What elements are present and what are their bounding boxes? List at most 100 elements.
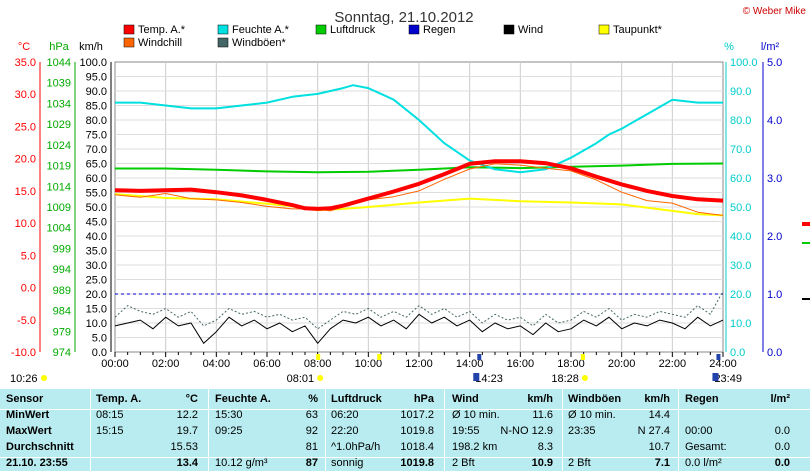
table-divider [325, 389, 326, 471]
x-tick-label: 04:00 [203, 358, 231, 370]
temp-unit-label: °C [18, 41, 30, 53]
speed-tick-label: 95.0 [86, 72, 107, 84]
temp-tick-label: -10.0 [11, 347, 36, 359]
series-line [114, 313, 724, 344]
table-cell: 0.0 l/m² [685, 457, 722, 469]
speed-tick-label: 35.0 [86, 246, 107, 258]
x-tick-label: 16:00 [507, 358, 535, 370]
rain-tick-label: 3.0 [767, 173, 782, 185]
speed-tick-label: 85.0 [86, 101, 107, 113]
table-cell: 1018.4 [400, 441, 434, 453]
series-line [114, 290, 724, 330]
speed-tick-label: 15.0 [86, 304, 107, 316]
table-cell: N-NO 12.9 [500, 425, 553, 437]
table-cell: 7.1 [654, 457, 670, 469]
table-cell: 13.4 [176, 457, 198, 469]
legend-label: Windböen* [232, 37, 287, 49]
pressure-tick-label: 1034 [47, 98, 71, 110]
sun-icon [581, 375, 588, 381]
legend-swatch [123, 24, 135, 35]
humidity-tick-label: 40.0 [730, 231, 751, 243]
legend-label: Temp. A.* [138, 24, 186, 36]
table-cell: MaxWert [6, 425, 52, 437]
humidity-unit-label: % [724, 41, 734, 53]
sun-icon [317, 375, 324, 381]
legend-swatch [217, 24, 229, 35]
legend-swatch [315, 24, 327, 35]
table-cell: 19.7 [176, 425, 198, 437]
sun-icon [41, 375, 47, 381]
pressure-tick-label: 1019 [47, 161, 71, 173]
table-header-cell: l/m² [770, 393, 790, 405]
rain-tick-label: 1.0 [767, 289, 782, 301]
axes: 00:00 02:00 04:00 06:00 08:00 10:00 12:00 14:00… [11, 41, 782, 370]
humidity-tick-label: 20.0 [730, 289, 751, 301]
rain-unit-label: l/m² [761, 41, 780, 53]
x-tick-label: 10:00 [355, 358, 383, 370]
legend-swatch [408, 24, 420, 35]
table-header-cell: hPa [413, 393, 434, 405]
table-header-cell: Luftdruck [331, 393, 382, 405]
table-cell: 198.2 km [452, 441, 498, 453]
table-cell: 00:00 [685, 425, 713, 437]
pressure-unit-label: hPa [49, 41, 69, 53]
speed-tick-label: 80.0 [86, 115, 107, 127]
series-line [115, 162, 724, 174]
table-cell: N 27.4 [637, 425, 670, 437]
table-cell: ^1.0hPa/h [331, 441, 381, 453]
table-cell: 15.53 [170, 441, 198, 453]
temp-tick-label: 25.0 [15, 121, 36, 133]
humidity-tick-label: 80.0 [730, 115, 751, 127]
table-header-cell: Sensor [6, 393, 44, 405]
chart-title: Sonntag, 21.10.2012 [334, 9, 473, 26]
pressure-tick-label: 1039 [47, 78, 71, 90]
legend-swatch [598, 24, 610, 35]
rain-tick-label: 4.0 [767, 115, 782, 127]
pressure-tick-label: 1004 [47, 223, 71, 235]
pressure-tick-label: 974 [53, 347, 71, 359]
credit-text: © Weber Mike [743, 6, 807, 17]
legend-swatch [503, 24, 515, 35]
legend-swatch [217, 37, 229, 48]
humidity-tick-label: 90.0 [730, 86, 751, 98]
table-cell: Gesamt: [685, 441, 727, 453]
legend-label: Feuchte A.* [232, 24, 290, 36]
table-cell: 23:35 [568, 425, 596, 437]
pressure-tick-label: 1029 [47, 119, 71, 131]
x-tick-label: 00:00 [101, 358, 129, 370]
humidity-tick-label: 30.0 [730, 260, 751, 272]
temp-tick-label: 15.0 [15, 186, 36, 198]
speed-tick-label: 20.0 [86, 289, 107, 301]
x-tick-label: 02:00 [152, 358, 180, 370]
series-line [115, 84, 723, 174]
rain-tick-label: 2.0 [767, 231, 782, 243]
table-divider [562, 389, 563, 471]
table-header-cell: Feuchte A. [215, 393, 271, 405]
table-cell: 21.10. 23:55 [6, 457, 68, 469]
table-divider [678, 389, 679, 471]
table-divider [0, 457, 810, 458]
rain-tick-label: 5.0 [767, 57, 782, 69]
speed-tick-label: 50.0 [86, 202, 107, 214]
table-cell: 08:15 [96, 409, 124, 421]
table-cell: 15:15 [96, 425, 124, 437]
temp-tick-label: 10.0 [15, 218, 36, 230]
pressure-tick-label: 1009 [47, 202, 71, 214]
speed-tick-label: 0.0 [92, 347, 107, 359]
speed-tick-label: 100.0 [79, 57, 107, 69]
table-cell: 0.0 [774, 425, 790, 437]
legend-swatch [123, 37, 135, 48]
series-line [114, 193, 724, 217]
humidity-tick-label: 0.0 [730, 347, 745, 359]
table-cell: 81 [305, 441, 318, 453]
table-header-cell: Regen [685, 393, 719, 405]
pressure-tick-label: 999 [53, 243, 71, 255]
table-cell: 06:20 [331, 409, 359, 421]
speed-tick-label: 25.0 [86, 275, 107, 287]
speed-tick-label: 5.0 [92, 333, 107, 345]
x-tick-label: 20:00 [608, 358, 636, 370]
table-header-cell: % [308, 393, 318, 405]
series-line [114, 163, 724, 216]
speed-tick-label: 30.0 [86, 260, 107, 272]
marker-label: 14:23 [475, 373, 503, 385]
